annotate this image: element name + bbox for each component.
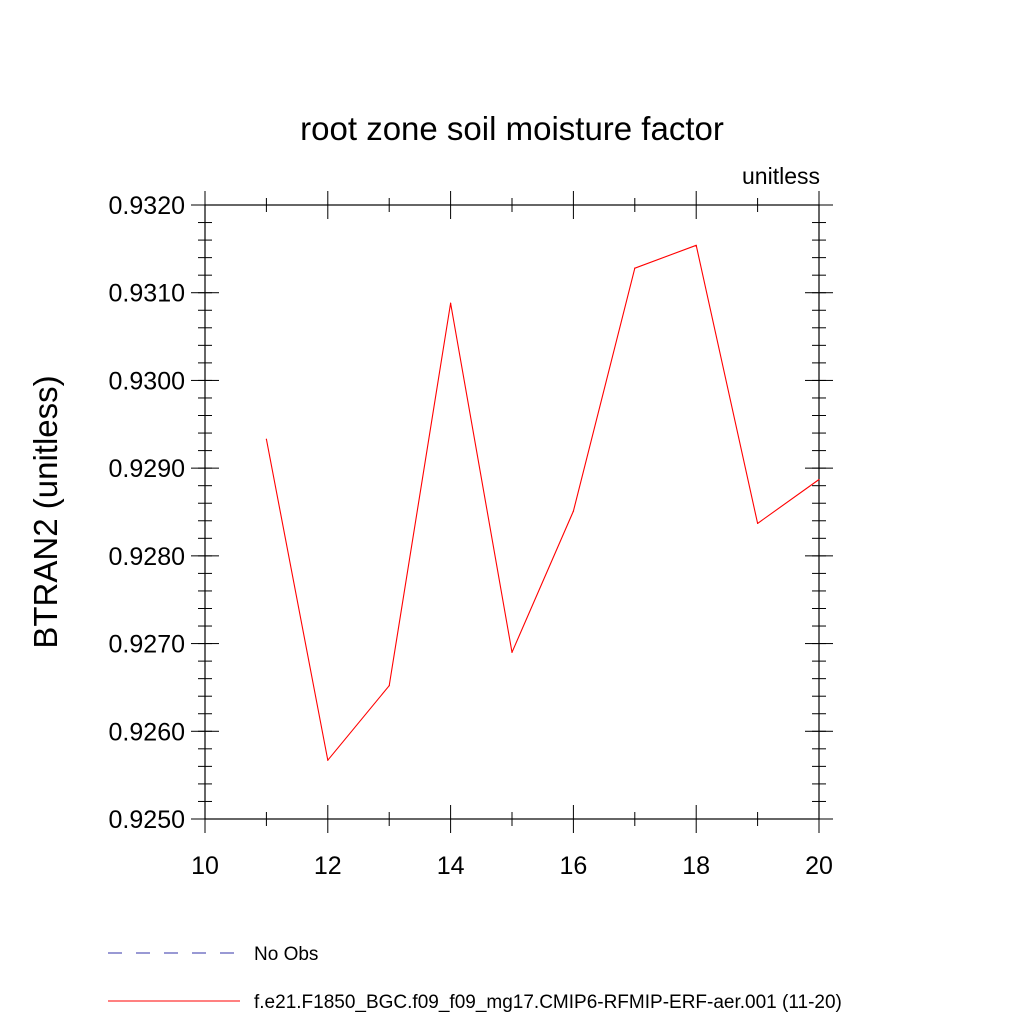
series-line-0 (265, 244, 820, 761)
x-tick-labels: 10 12 14 16 18 20 (191, 852, 833, 880)
series-group (265, 244, 820, 761)
x-tick-label: 10 (191, 852, 219, 880)
y-tick-label: 0.9300 (109, 367, 185, 395)
y-tick-label: 0.9290 (109, 455, 185, 483)
x-tick-label: 20 (805, 852, 833, 880)
data-point (572, 510, 575, 512)
legend: No Obs f.e21.F1850_BGC.f09_f09_mg17.CMIP… (108, 944, 842, 1013)
chart-title: root zone soil moisture factor (300, 110, 724, 147)
x-tick-label: 16 (559, 852, 587, 880)
x-tick-label: 18 (682, 852, 710, 880)
x-tick-label: 12 (314, 852, 342, 880)
data-point (757, 522, 759, 525)
x-tick-label: 14 (437, 852, 465, 880)
y-tick-labels: 0.9250 0.9260 0.9270 0.9280 0.9290 0.9300 0.93… (109, 192, 185, 834)
y-tick-label: 0.9250 (109, 806, 185, 834)
legend-item-no-obs: No Obs (108, 944, 318, 965)
y-tick-label: 0.9270 (109, 631, 185, 659)
plot-frame (204, 204, 820, 820)
y-tick-label: 0.9310 (109, 280, 185, 308)
units-label: unitless (742, 163, 820, 189)
data-point (450, 302, 452, 304)
data-point (327, 759, 329, 761)
legend-label-model-run: f.e21.F1850_BGC.f09_f09_mg17.CMIP6-RFMIP… (254, 992, 842, 1013)
data-point (511, 651, 513, 653)
data-point (818, 478, 820, 481)
data-point (695, 244, 697, 246)
y-tick-label: 0.9320 (109, 192, 185, 220)
data-point (634, 267, 636, 269)
data-point (388, 685, 390, 687)
data-point (265, 438, 267, 440)
minor-ticks (198, 198, 826, 826)
legend-item-model-run: f.e21.F1850_BGC.f09_f09_mg17.CMIP6-RFMIP… (108, 992, 842, 1013)
y-tick-label: 0.9280 (109, 543, 185, 571)
legend-label-no-obs: No Obs (254, 944, 318, 965)
y-axis-label: BTRAN2 (unitless) (27, 375, 64, 648)
major-ticks (191, 191, 833, 833)
y-tick-label: 0.9260 (109, 718, 185, 746)
